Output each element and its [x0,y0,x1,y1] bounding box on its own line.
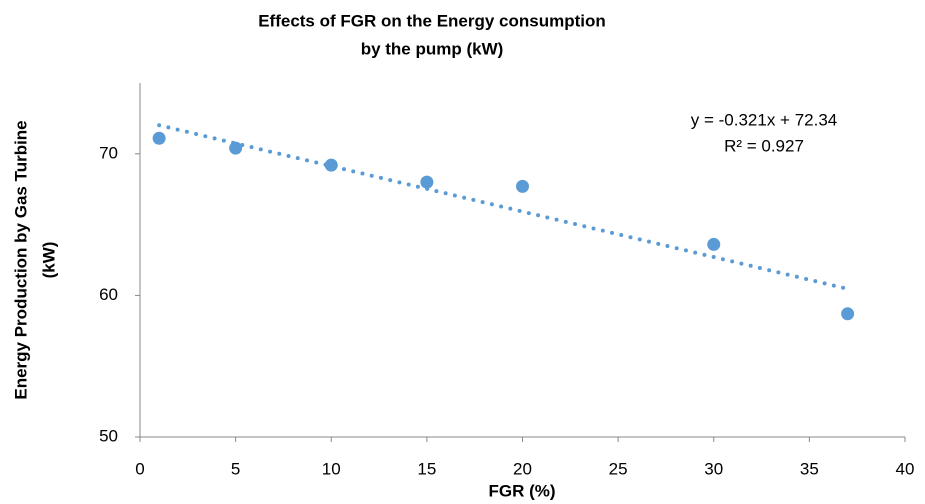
y-axis-label: Energy Production by Gas Turbine [11,120,30,399]
y-axis-label: (kW) [39,242,58,279]
chart-title: Effects of FGR on the Energy consumption [258,11,606,30]
point [152,131,166,145]
point [324,158,338,172]
x-axis-label: FGR (%) [488,481,555,500]
x-tick-label: 35 [800,459,819,478]
y-tick-label: 60 [99,285,118,304]
trendline-equation: y = -0.321x + 72.34 [691,110,838,129]
x-tick-label: 15 [417,459,436,478]
x-tick-label: 40 [896,459,915,478]
y-tick-label: 70 [99,143,118,162]
x-tick-label: 25 [609,459,628,478]
x-tick-label: 30 [704,459,723,478]
point [516,179,529,193]
point [229,141,243,155]
x-tick-label: 20 [513,459,532,478]
point [707,237,721,251]
y-tick-label: 50 [99,426,118,445]
point [841,307,855,321]
trendline-r2: R² = 0.927 [724,136,804,155]
point [420,175,434,189]
x-tick-label: 10 [322,459,341,478]
trendline [157,123,850,291]
x-tick-label: 5 [231,459,240,478]
x-tick-label: 0 [135,459,144,478]
chart-title: by the pump (kW) [361,39,504,58]
